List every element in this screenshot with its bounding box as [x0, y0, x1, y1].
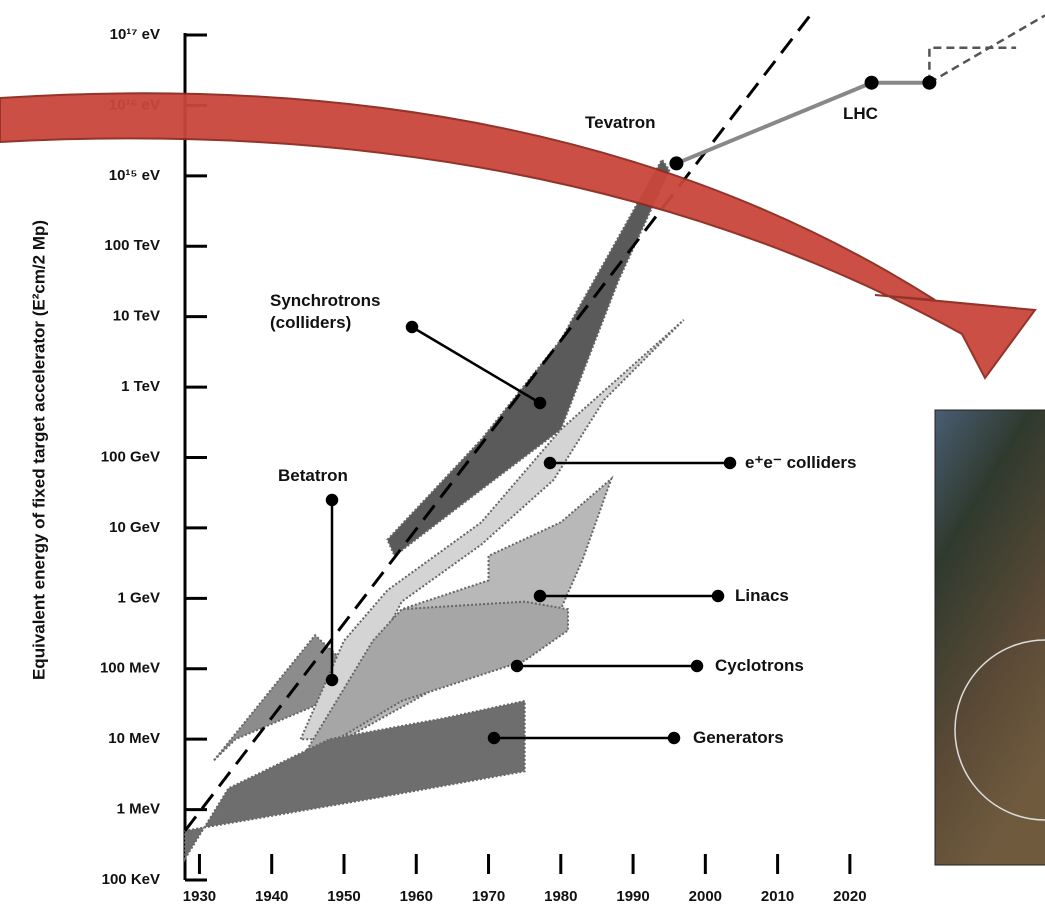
y-tick-label: 1 MeV [117, 801, 160, 818]
y-tick-label: 10 TeV [113, 308, 160, 325]
x-tick-label: 2020 [833, 888, 866, 905]
projection [929, 15, 1045, 82]
pointer-dot [692, 661, 702, 671]
region-label: Betatron [278, 465, 348, 487]
pointer-dot [545, 458, 555, 468]
arrow [0, 93, 1035, 378]
machine-label: Tevatron [585, 112, 656, 134]
region-label: Linacs [735, 585, 789, 607]
y-tick-label: 10 MeV [108, 730, 160, 747]
y-tick-label: 1 GeV [117, 589, 160, 606]
region-label: e⁺e⁻ colliders [745, 452, 857, 474]
region-label: Cyclotrons [715, 655, 804, 677]
x-tick-label: 2010 [761, 888, 794, 905]
x-tick-label: 1970 [472, 888, 505, 905]
machine-point [865, 76, 879, 90]
y-tick-label: 100 TeV [104, 237, 160, 254]
x-tick-label: 1980 [544, 888, 577, 905]
pointer [412, 327, 540, 403]
pointer-dot [327, 675, 337, 685]
region-label: Synchrotrons (colliders) [270, 290, 410, 334]
y-tick-label: 10¹⁷ eV [110, 26, 160, 43]
y-tick-label: 10¹⁵ eV [109, 167, 160, 184]
page: Equivalent energy of fixed target accele… [0, 0, 1045, 917]
machine-label: LHC [843, 103, 878, 125]
pointer-dot [512, 661, 522, 671]
machine-point [922, 76, 936, 90]
pointer-dot [535, 591, 545, 601]
pointer-dot [713, 591, 723, 601]
pointer-dot [669, 733, 679, 743]
x-tick-label: 1930 [183, 888, 216, 905]
machine-point [669, 156, 683, 170]
pointer-dot [327, 495, 337, 505]
machine-line [676, 83, 929, 164]
y-tick-label: 100 KeV [102, 871, 160, 888]
pointer-dot [489, 733, 499, 743]
pointer-dot [535, 398, 545, 408]
x-tick-label: 1940 [255, 888, 288, 905]
y-tick-label: 100 MeV [100, 660, 160, 677]
y-axis-title: Equivalent energy of fixed target accele… [29, 220, 48, 680]
x-tick-label: 1950 [327, 888, 360, 905]
projection [929, 48, 1016, 83]
pointer-dot [725, 458, 735, 468]
region-label: Generators [693, 727, 784, 749]
x-tick-label: 1990 [616, 888, 649, 905]
chart: Equivalent energy of fixed target accele… [0, 0, 1045, 917]
photo [935, 410, 1045, 865]
y-tick-label: 1 TeV [121, 378, 160, 395]
x-tick-label: 2000 [689, 888, 722, 905]
y-tick-label: 100 GeV [101, 448, 160, 465]
x-tick-label: 1960 [400, 888, 433, 905]
y-tick-label: 10 GeV [109, 519, 160, 536]
